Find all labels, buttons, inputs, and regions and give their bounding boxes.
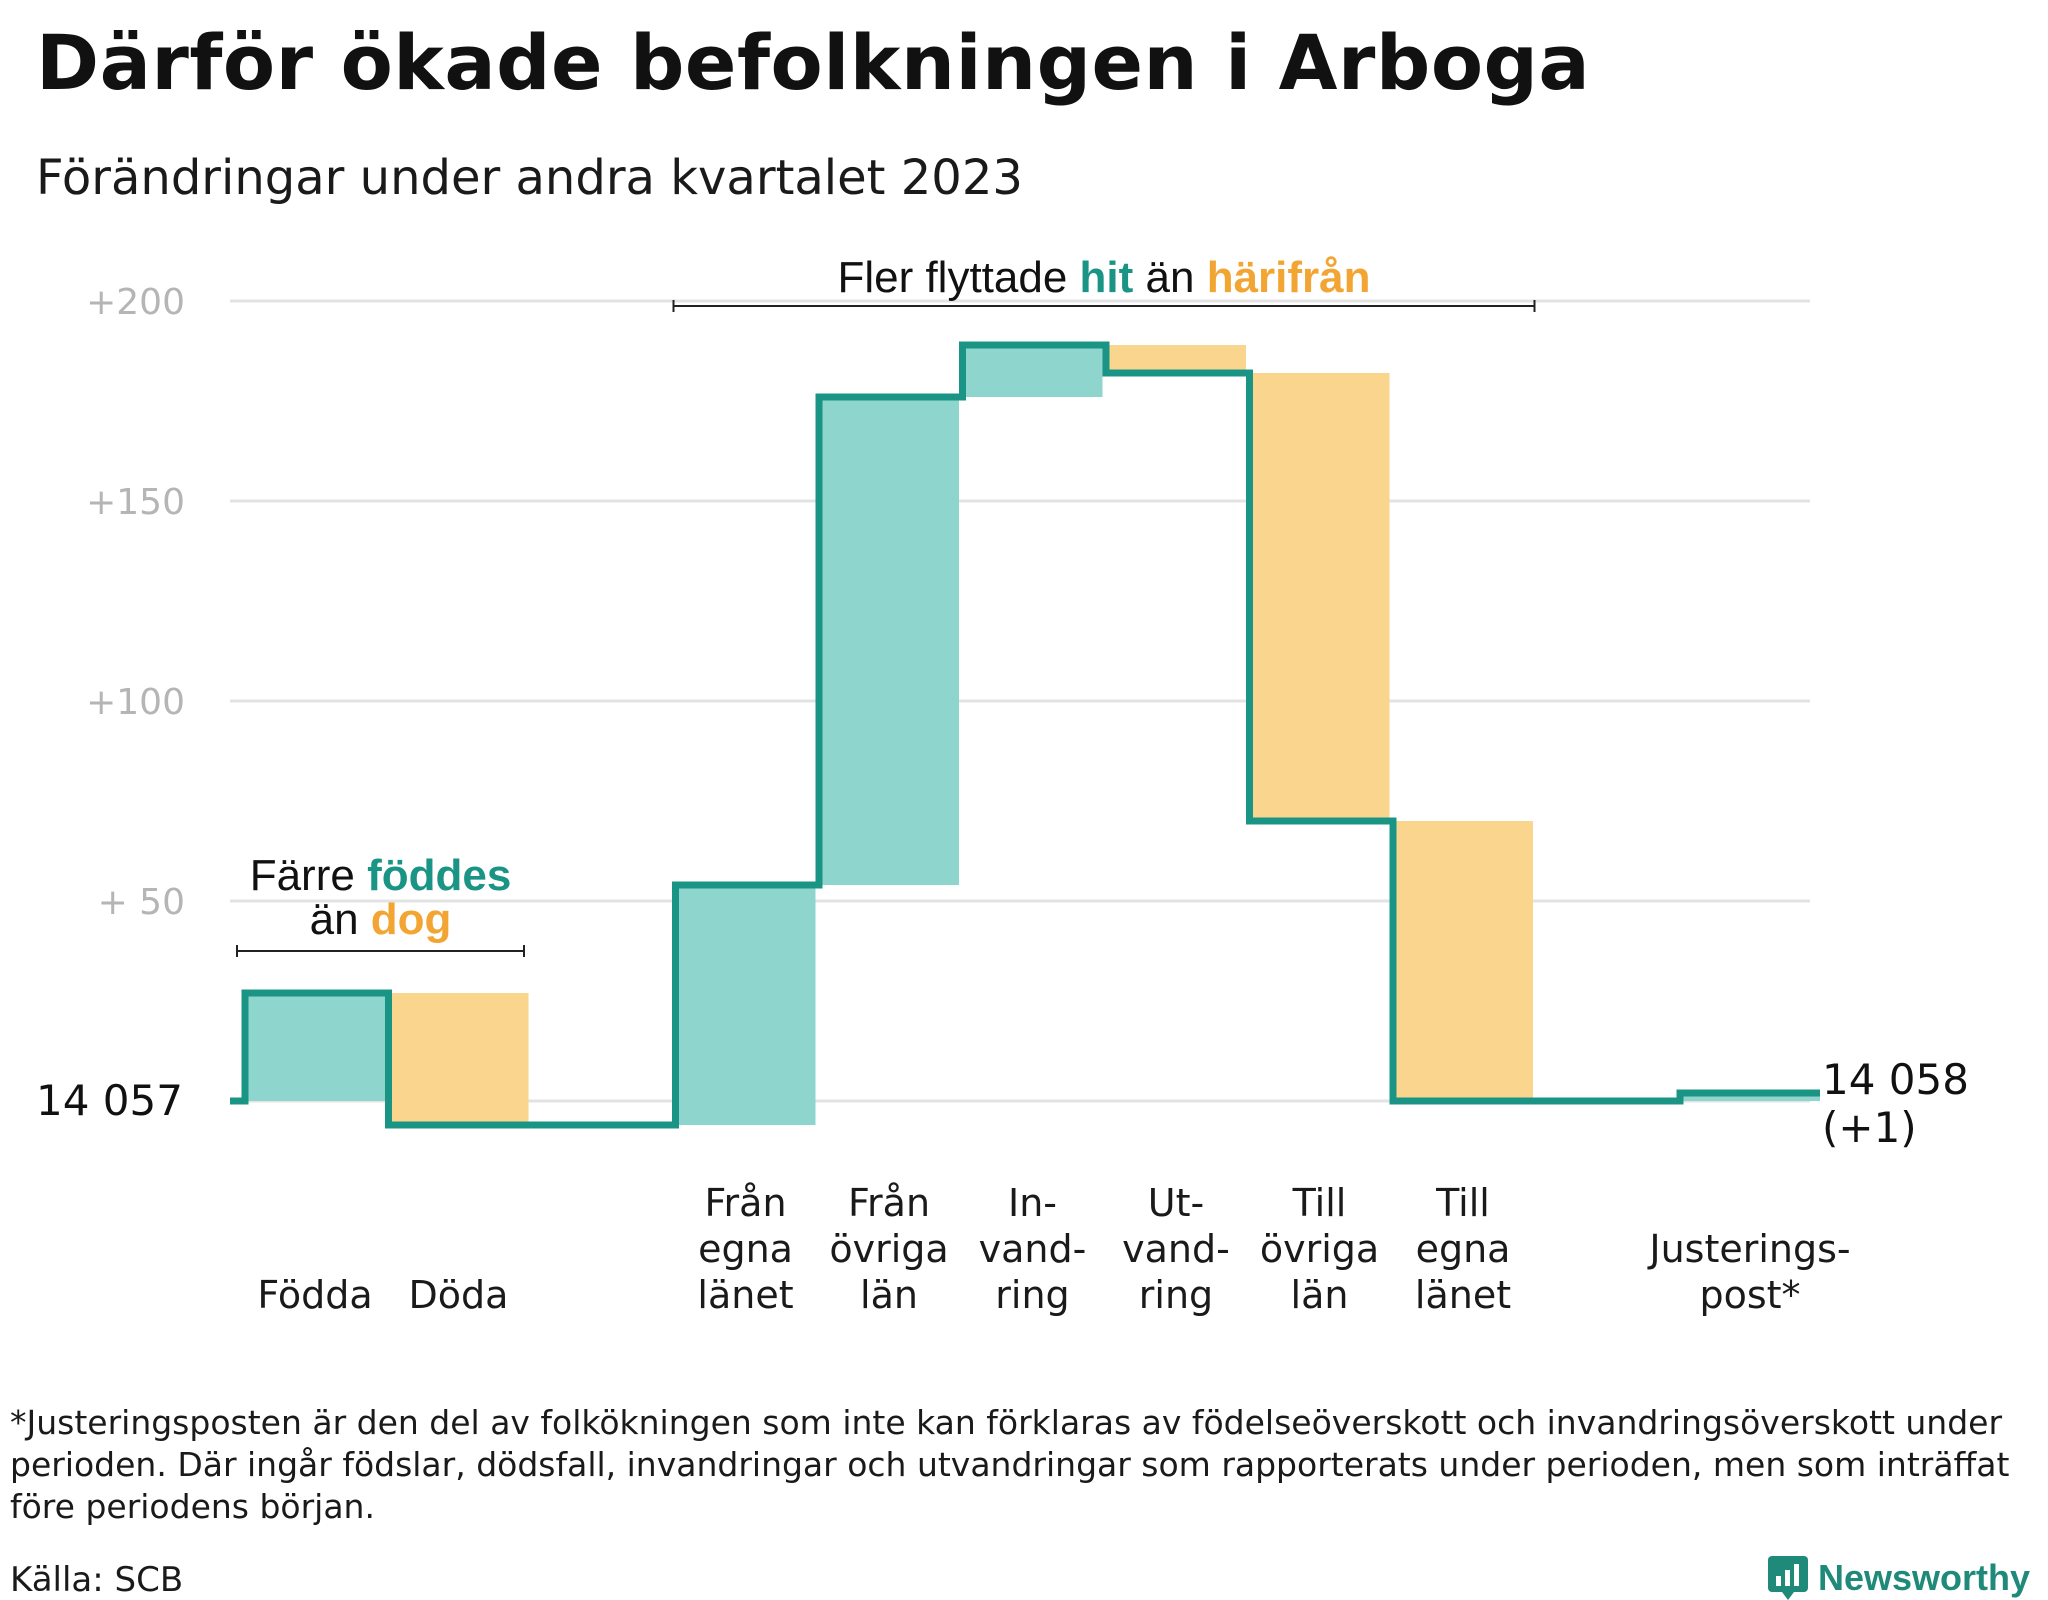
category-label: Till egna länet [1415,1181,1511,1317]
cumulative-step-line [230,341,1820,1129]
category-label: In-vand-ring [979,1181,1087,1317]
waterfall-bar [1680,1093,1820,1101]
y-tick-label: +100 [86,682,185,723]
waterfall-bar [1393,821,1533,1101]
newsworthy-logo: Newsworthy [1768,1556,2030,1600]
start-value-label: 14 057 [36,1076,183,1125]
brand-name: Newsworthy [1818,1557,2031,1598]
waterfall-bar [1249,373,1390,821]
footnote: *Justeringsposten är den del av folkökni… [10,1403,2010,1526]
waterfall-bar [1106,345,1246,373]
category-label: Från egna länet [697,1181,793,1317]
waterfall-chart: +200 +150 +100 + 50 14 057 Födda Döda Från egna l… [36,253,1969,1317]
waterfall-bar [388,993,529,1125]
natural-change-annotation-line2: än dog [310,895,452,944]
chart-subtitle: Förändringar under andra kvartalet 2023 [36,150,1023,206]
source-note: Källa: SCB [10,1560,184,1600]
migration-annotation: Fler flyttade hit än härifrån [837,253,1370,302]
waterfall-bar [962,345,1103,397]
category-label: Ut-vand-ring [1122,1181,1230,1317]
waterfall-bar [819,397,959,885]
natural-change-bracket [236,945,525,957]
waterfall-bar [675,885,816,1125]
category-label: Till övriga län [1260,1181,1379,1317]
migration-bracket [672,300,1536,312]
category-label: Från övriga län [829,1181,948,1317]
y-tick-label: + 50 [98,882,185,923]
newsworthy-icon [1768,1556,1808,1600]
natural-change-annotation-line1: Färre föddes [250,851,512,900]
category-label: Döda [409,1273,509,1317]
chart-title: Därför ökade befolkningen i Arboga [36,18,1591,107]
category-label: Födda [257,1273,372,1317]
category-label: Justerings-post* [1647,1227,1850,1317]
end-value-label: 14 058 [1822,1055,1969,1104]
waterfall-bar [245,993,385,1101]
y-tick-label: +200 [86,282,185,323]
end-change-label: (+1) [1822,1103,1917,1152]
y-tick-label: +150 [86,482,185,523]
